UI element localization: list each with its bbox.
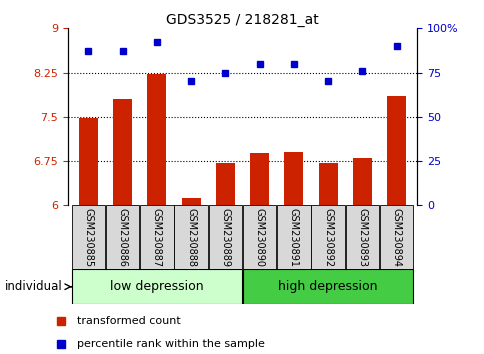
Text: GSM230886: GSM230886: [118, 208, 127, 267]
FancyBboxPatch shape: [72, 205, 105, 269]
FancyBboxPatch shape: [208, 205, 242, 269]
Text: GSM230892: GSM230892: [322, 207, 333, 267]
Text: GSM230894: GSM230894: [391, 208, 401, 267]
FancyBboxPatch shape: [379, 205, 412, 269]
FancyBboxPatch shape: [72, 269, 242, 304]
Bar: [318, 163, 337, 205]
FancyBboxPatch shape: [140, 205, 173, 269]
Text: transformed count: transformed count: [77, 316, 181, 326]
Text: GSM230889: GSM230889: [220, 208, 230, 267]
FancyBboxPatch shape: [174, 205, 208, 269]
Text: high depression: high depression: [278, 280, 377, 293]
Bar: [113, 99, 132, 205]
Text: individual: individual: [5, 280, 62, 293]
Text: GSM230890: GSM230890: [254, 208, 264, 267]
Bar: [79, 118, 98, 205]
Text: low depression: low depression: [110, 280, 203, 293]
Text: GSM230891: GSM230891: [288, 208, 298, 267]
Bar: [182, 198, 200, 205]
Title: GDS3525 / 218281_at: GDS3525 / 218281_at: [166, 13, 318, 27]
Text: GSM230885: GSM230885: [83, 207, 93, 267]
FancyBboxPatch shape: [242, 205, 276, 269]
Text: GSM230893: GSM230893: [357, 208, 366, 267]
FancyBboxPatch shape: [276, 205, 310, 269]
FancyBboxPatch shape: [345, 205, 378, 269]
Bar: [147, 74, 166, 205]
Text: GSM230887: GSM230887: [151, 207, 162, 267]
Bar: [284, 152, 302, 205]
Bar: [386, 96, 405, 205]
FancyBboxPatch shape: [311, 205, 344, 269]
Bar: [352, 158, 371, 205]
Text: GSM230888: GSM230888: [186, 208, 196, 267]
FancyBboxPatch shape: [106, 205, 139, 269]
FancyBboxPatch shape: [242, 269, 412, 304]
Bar: [215, 163, 234, 205]
Bar: [250, 153, 269, 205]
Text: percentile rank within the sample: percentile rank within the sample: [77, 339, 265, 349]
